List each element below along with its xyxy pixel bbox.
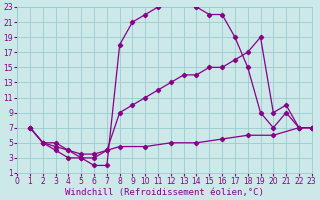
- X-axis label: Windchill (Refroidissement éolien,°C): Windchill (Refroidissement éolien,°C): [65, 188, 264, 197]
